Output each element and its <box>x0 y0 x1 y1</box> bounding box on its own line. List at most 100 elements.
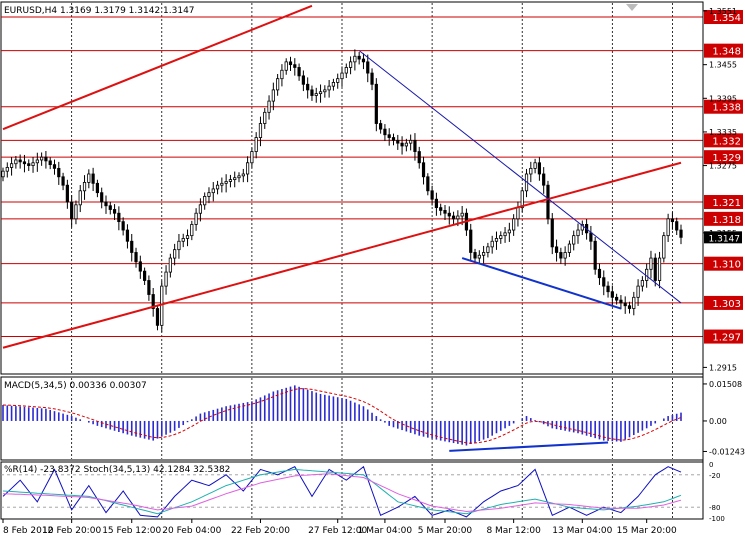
candle-body <box>640 280 644 287</box>
candle-body <box>95 182 100 194</box>
axis-tick-label: 1.3551 <box>709 7 737 16</box>
stoch-axis-label: -100 <box>709 515 725 523</box>
candle-body <box>490 240 494 248</box>
level-label-box <box>704 195 743 210</box>
candle-body <box>5 167 9 172</box>
candle-body <box>125 229 130 242</box>
stoch-header: %R(14) -23.8372 Stoch(34,5,13) 42.1284 3… <box>4 465 230 475</box>
williams-r-line <box>2 465 682 518</box>
candle-body <box>40 156 44 161</box>
candle-body <box>443 210 447 214</box>
price-divergence-line <box>461 257 622 310</box>
candle-body <box>35 159 39 164</box>
level-label: 1.321 <box>712 198 741 209</box>
level-label: 1.318 <box>712 215 741 226</box>
candle-body <box>679 229 683 238</box>
level-label-box <box>704 329 743 344</box>
candle-body <box>52 164 57 169</box>
level-label-box <box>704 295 743 310</box>
candle-body <box>477 254 481 259</box>
candle-body <box>31 162 35 166</box>
candle-body <box>353 55 357 63</box>
candle-body <box>439 207 443 211</box>
candle-body <box>74 204 78 220</box>
candle-body <box>198 204 202 214</box>
candle-body <box>155 308 160 326</box>
candle-body <box>48 160 52 166</box>
horizontal-levels: 1.354 1.348 1.338 1.332 1.329 1.321 1.318 1.310… <box>1 10 743 344</box>
candle-body <box>387 134 391 138</box>
candle-body <box>533 162 537 169</box>
time-label: 10 Feb 20:00 <box>42 526 101 536</box>
candle-body <box>632 296 636 309</box>
candle-body <box>91 173 95 184</box>
candle-body <box>503 232 507 237</box>
macd-divergence-line <box>449 441 609 452</box>
axis-tick-label: 1.3275 <box>709 162 737 171</box>
candle-body <box>409 139 413 144</box>
level-label-box <box>704 133 743 148</box>
candle-body <box>14 159 18 165</box>
candles <box>1 49 683 333</box>
candle-body <box>194 212 198 225</box>
candle-body <box>284 61 288 71</box>
candle-body <box>400 142 404 147</box>
candle-body <box>147 280 151 295</box>
candle-body <box>627 305 632 309</box>
candle-body <box>138 261 142 272</box>
level-label: 1.354 <box>712 13 741 24</box>
candle-body <box>100 192 104 203</box>
candle-body <box>241 173 245 177</box>
level-label: 1.297 <box>712 333 741 344</box>
level-label: 1.338 <box>712 103 741 114</box>
time-label: 15 Mar 20:00 <box>617 526 677 536</box>
chart-shift-icon[interactable] <box>626 4 638 11</box>
candle-body <box>9 163 14 168</box>
candle-body <box>383 128 387 136</box>
stoch-axis-label: -20 <box>709 472 720 480</box>
trendlines <box>2 4 682 349</box>
candle-body <box>469 229 473 253</box>
stoch-axis-label: -80 <box>709 504 720 512</box>
macd-indicator <box>2 385 682 452</box>
current-price-box <box>704 231 742 244</box>
candle-body <box>250 151 254 164</box>
candle-body <box>507 229 511 234</box>
level-label-box <box>704 256 743 271</box>
candle-body <box>318 91 323 95</box>
candle-body <box>280 69 284 80</box>
candle-body <box>580 224 584 231</box>
candle-body <box>636 285 640 298</box>
candle-body <box>78 190 82 206</box>
candle-body <box>361 58 366 63</box>
macd-signal-line <box>2 388 682 444</box>
candle-body <box>391 137 396 141</box>
current-price-label: 1.3147 <box>709 234 741 244</box>
candle-body <box>670 218 675 223</box>
candle-body <box>61 176 65 186</box>
candle-body <box>117 212 121 223</box>
candle-body <box>344 67 348 74</box>
macd-axis-label: -0.01243 <box>709 447 745 456</box>
level-label-box <box>704 10 743 25</box>
candle-body <box>379 123 383 130</box>
candle-body <box>348 61 353 68</box>
candle-body <box>228 179 233 182</box>
candle-body <box>263 111 267 124</box>
candle-body <box>314 93 318 96</box>
price-axis: 1.35511.34551.33951.33351.32751.31551.29… <box>702 2 745 523</box>
candle-body <box>211 188 215 194</box>
candle-body <box>181 238 185 242</box>
level-label: 1.310 <box>712 260 741 271</box>
candle-body <box>456 215 460 220</box>
candle-body <box>516 207 520 220</box>
candle-body <box>473 252 477 259</box>
level-label-box <box>704 99 743 114</box>
candle-body <box>331 82 336 87</box>
candle-body <box>112 209 117 214</box>
time-label: 15 Feb 12:00 <box>102 526 161 536</box>
candle-body <box>207 192 211 197</box>
candle-body <box>447 212 451 217</box>
candle-body <box>357 55 361 60</box>
